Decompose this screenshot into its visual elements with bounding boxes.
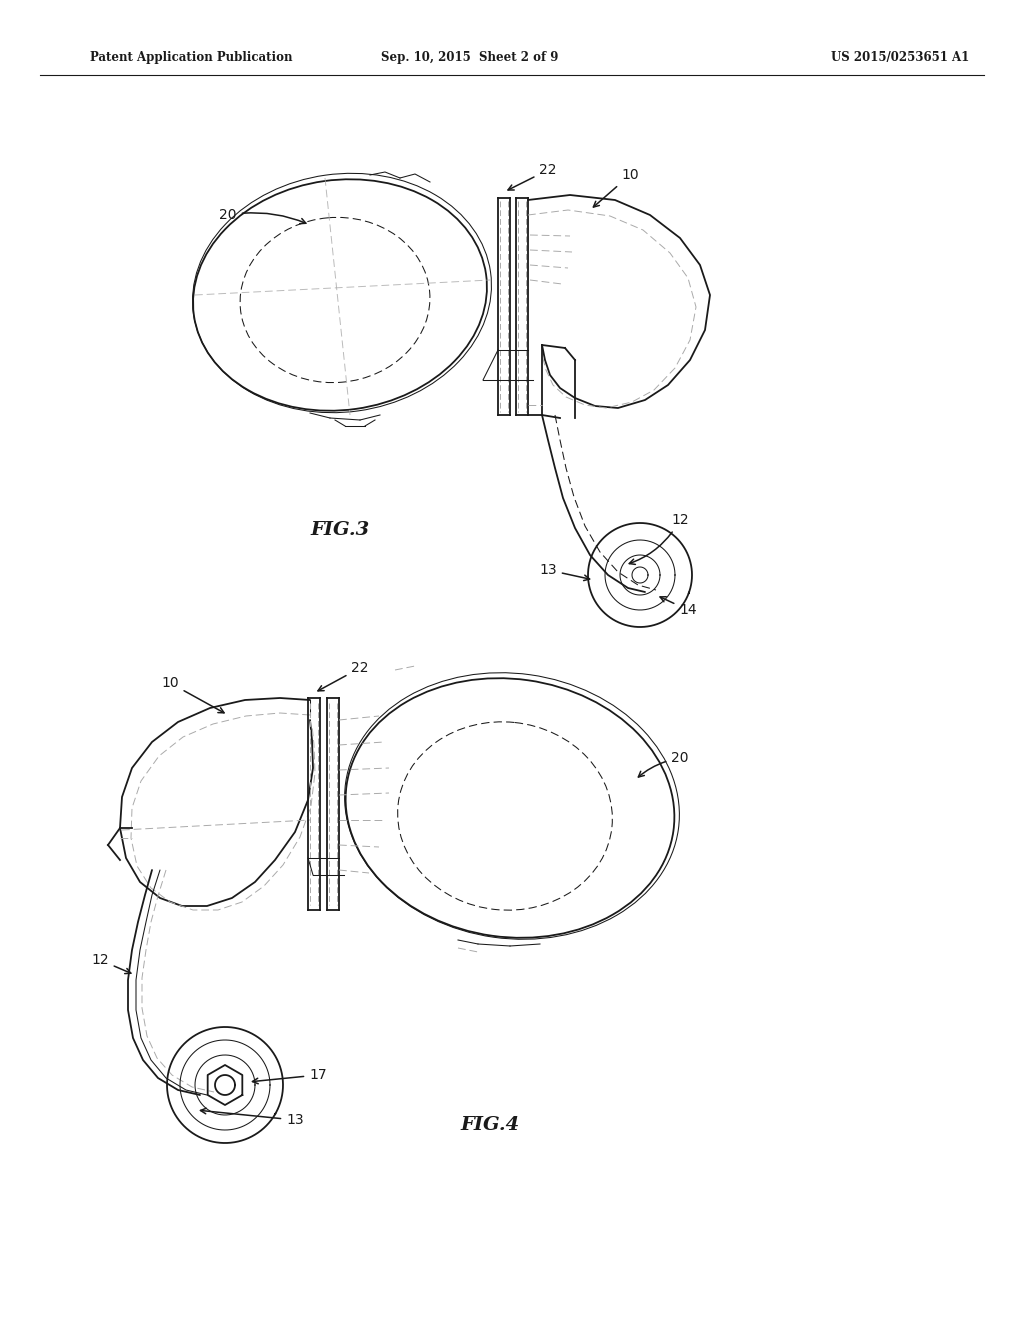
Text: 10: 10 <box>593 168 639 207</box>
Text: US 2015/0253651 A1: US 2015/0253651 A1 <box>830 51 969 65</box>
Text: 12: 12 <box>630 513 689 565</box>
Text: FIG.4: FIG.4 <box>461 1115 519 1134</box>
Text: 13: 13 <box>201 1109 304 1127</box>
Text: 20: 20 <box>219 209 306 223</box>
Text: FIG.3: FIG.3 <box>310 521 370 539</box>
Text: Sep. 10, 2015  Sheet 2 of 9: Sep. 10, 2015 Sheet 2 of 9 <box>381 51 559 65</box>
Text: 22: 22 <box>317 661 369 690</box>
Text: Patent Application Publication: Patent Application Publication <box>90 51 293 65</box>
Text: 13: 13 <box>540 564 590 581</box>
Text: 22: 22 <box>508 162 557 190</box>
Text: 10: 10 <box>161 676 224 713</box>
Text: 12: 12 <box>91 953 131 974</box>
Text: 17: 17 <box>253 1068 327 1084</box>
Text: 20: 20 <box>638 751 689 777</box>
Text: 14: 14 <box>660 597 696 616</box>
